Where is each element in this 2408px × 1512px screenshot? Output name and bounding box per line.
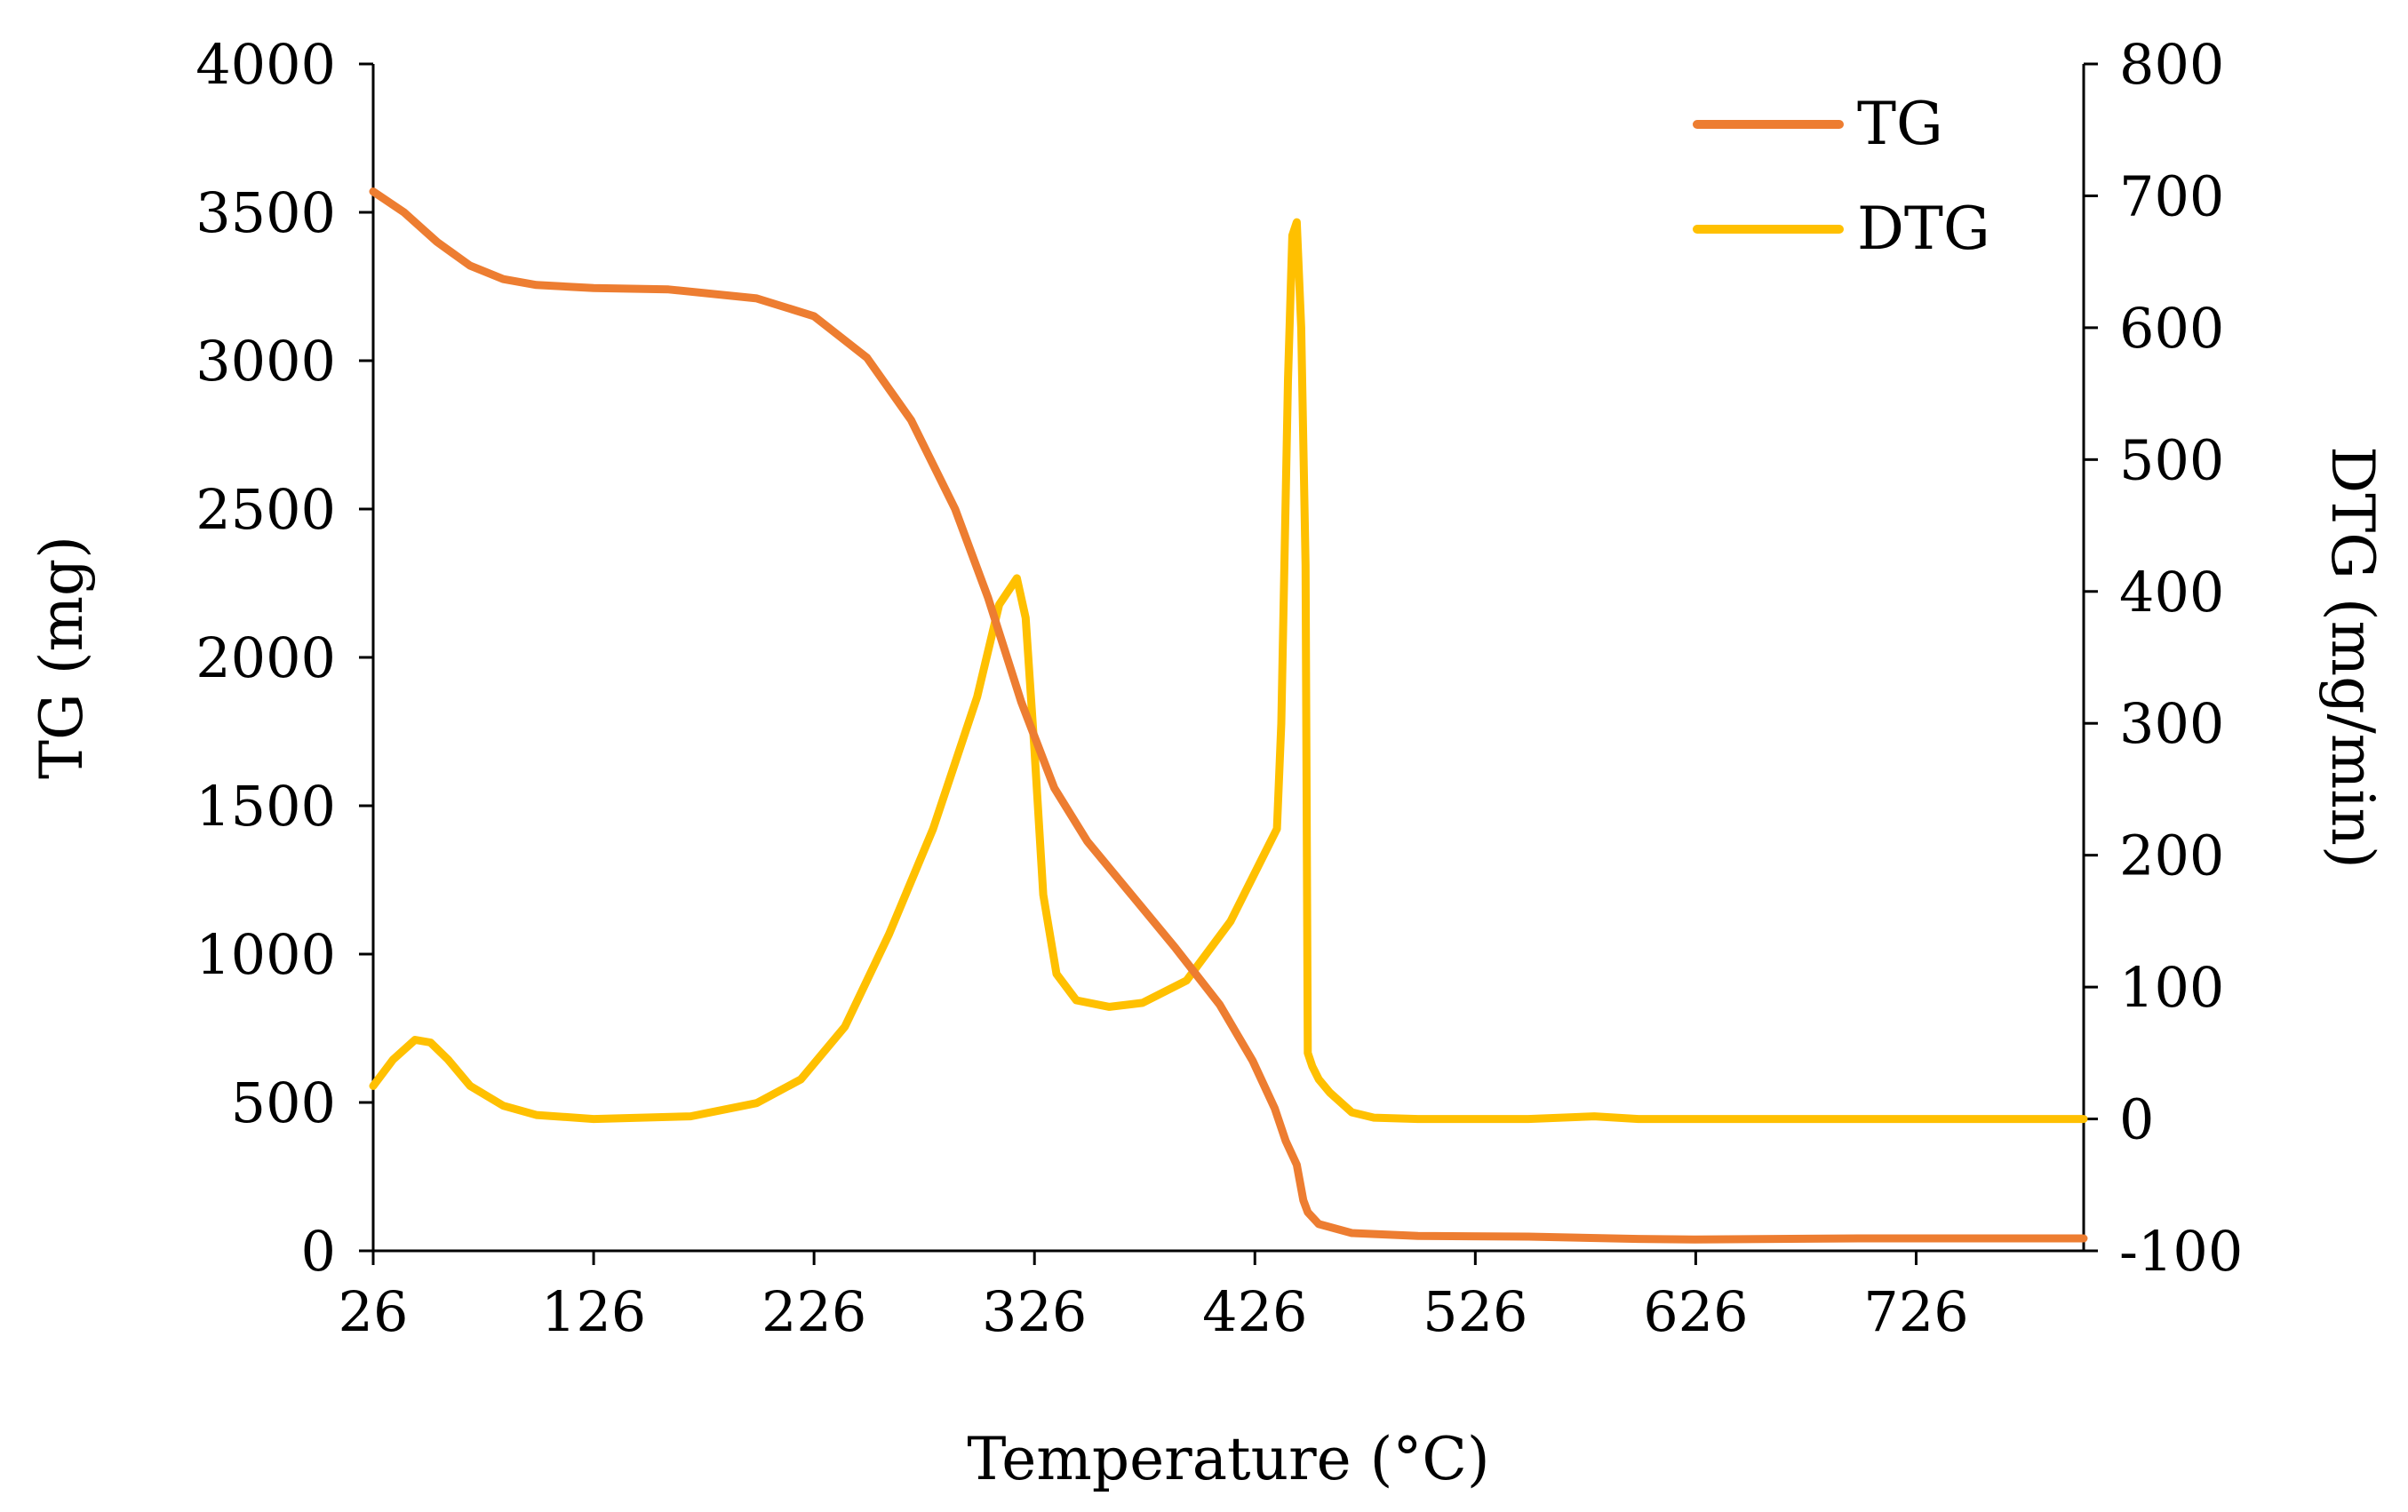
x-tick-label: 226 <box>761 1279 866 1344</box>
legend-label-tg: TG <box>1857 90 1943 158</box>
y-right-tick-label: 700 <box>2119 163 2224 228</box>
y-left-tick-label: 3500 <box>195 180 336 245</box>
x-tick-label: 326 <box>982 1279 1087 1344</box>
y-left-tick-label: 4000 <box>195 32 336 97</box>
y-left-tick-label: 2000 <box>195 625 336 690</box>
y-right-tick-label: 300 <box>2119 691 2224 756</box>
y-left-tick-label: 3000 <box>195 329 336 394</box>
y-right-tick-label: 600 <box>2119 296 2224 361</box>
x-tick-label: 426 <box>1202 1279 1307 1344</box>
y-right-tick-label: 800 <box>2119 32 2224 97</box>
series-line-tg <box>369 187 2088 1244</box>
y-left-axis-title: TG (mg) <box>28 536 96 779</box>
tick-marks <box>359 62 2098 1265</box>
x-tick-label: 126 <box>541 1279 646 1344</box>
y-left-tick-label: 1000 <box>195 922 336 987</box>
x-axis-title: Temperature (°C) <box>967 1425 1489 1493</box>
y-left-tick-label: 2500 <box>195 477 336 542</box>
y-right-tick-label: 400 <box>2119 560 2224 625</box>
series-layer <box>369 187 2088 1244</box>
x-tick-label: 726 <box>1863 1279 1968 1344</box>
y-right-tick-label: 100 <box>2119 955 2224 1020</box>
y-left-tick-label: 500 <box>231 1070 336 1135</box>
y-right-tick-label: 200 <box>2119 824 2224 888</box>
y-right-axis-title: DTG (mg/min) <box>2318 446 2387 868</box>
y-right-tick-label: -100 <box>2119 1219 2243 1284</box>
legend: TG DTG <box>1693 90 1990 263</box>
x-tick-label: 526 <box>1423 1279 1527 1344</box>
y-right-tick-label: 500 <box>2119 427 2224 492</box>
x-tick-label: 26 <box>339 1279 409 1344</box>
legend-label-dtg: DTG <box>1857 195 1990 263</box>
tick-labels: 26 126 226 326 426 526 626 72605001000150020002… <box>195 32 2243 1344</box>
x-tick-label: 626 <box>1643 1279 1748 1344</box>
axes <box>371 64 2085 1253</box>
series-line-dtg <box>369 218 2088 1124</box>
y-left-tick-label: 0 <box>301 1219 336 1284</box>
y-right-tick-label: 0 <box>2119 1087 2154 1152</box>
y-left-tick-label: 1500 <box>195 774 336 839</box>
